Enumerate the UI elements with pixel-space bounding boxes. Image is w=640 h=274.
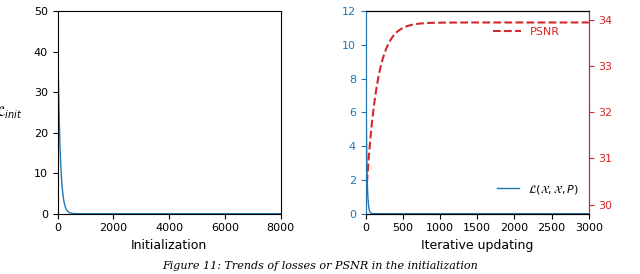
Line: $\mathcal{L}(\mathcal{X}, \mathcal{X}, P)$: $\mathcal{L}(\mathcal{X}, \mathcal{X}, P… [365, 19, 589, 214]
$\mathcal{L}(\mathcal{X}, \mathcal{X}, P)$ [585, 212, 593, 215]
PSNR [403, 25, 410, 28]
X-axis label: Iterative updating: Iterative updating [421, 239, 533, 252]
Y-axis label: $\mathcal{L}_{init}$: $\mathcal{L}_{init}$ [0, 104, 22, 121]
PSNR [545, 21, 553, 24]
$\mathcal{L}(\mathcal{X}, \mathcal{X}, P)$ [403, 212, 410, 215]
PSNR [495, 21, 503, 24]
PSNR [528, 21, 536, 24]
$\mathcal{L}(\mathcal{X}, \mathcal{X}, P)$ [545, 212, 553, 215]
PSNR [362, 203, 369, 206]
Legend: $\mathcal{L}(\mathcal{X}, \mathcal{X}, P)$: $\mathcal{L}(\mathcal{X}, \mathcal{X}, P… [492, 178, 583, 200]
$\mathcal{L}(\mathcal{X}, \mathcal{X}, P)$ [447, 212, 455, 215]
PSNR [447, 21, 455, 24]
$\mathcal{L}(\mathcal{X}, \mathcal{X}, P)$ [362, 18, 369, 21]
Legend: PSNR: PSNR [488, 22, 564, 41]
PSNR [585, 21, 593, 24]
$\mathcal{L}(\mathcal{X}, \mathcal{X}, P)$ [528, 212, 536, 215]
$\mathcal{L}(\mathcal{X}, \mathcal{X}, P)$ [495, 212, 503, 215]
Text: Figure 11: Trends of losses or PSNR in the initialization: Figure 11: Trends of losses or PSNR in t… [162, 261, 478, 270]
X-axis label: Initialization: Initialization [131, 239, 207, 252]
PSNR [507, 21, 515, 24]
Line: PSNR: PSNR [365, 22, 589, 204]
$\mathcal{L}(\mathcal{X}, \mathcal{X}, P)$ [507, 212, 515, 215]
